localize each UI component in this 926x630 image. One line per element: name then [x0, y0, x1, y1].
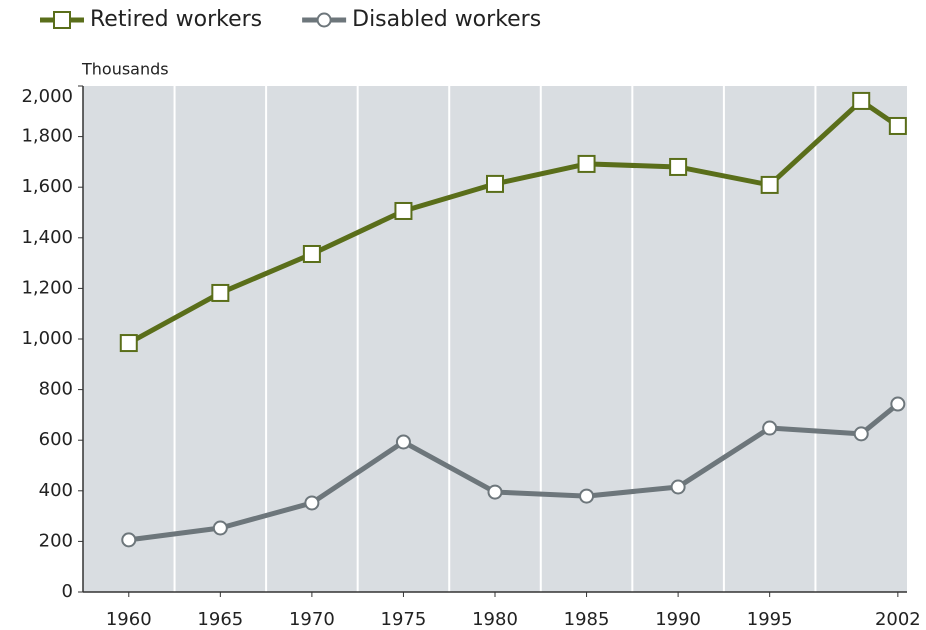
marker — [395, 434, 411, 450]
x-tick-label: 2002 — [875, 609, 921, 630]
marker — [670, 479, 686, 495]
y-tick-label: 1,000 — [21, 328, 73, 349]
y-tick-label: 1,400 — [21, 227, 73, 248]
marker — [119, 334, 138, 353]
marker — [394, 201, 413, 220]
y-tick-label: 800 — [39, 379, 73, 400]
marker — [121, 532, 137, 548]
x-tick-label: 1990 — [655, 609, 701, 630]
marker — [304, 495, 320, 511]
legend-label: Disabled workers — [352, 7, 541, 32]
y-tick-label: 1,600 — [21, 176, 73, 197]
marker — [577, 154, 596, 173]
x-tick-label: 1965 — [197, 609, 243, 630]
marker — [212, 520, 228, 536]
legend-label: Retired workers — [90, 7, 262, 32]
y-tick-label: 2,000 — [21, 86, 73, 107]
marker — [487, 484, 503, 500]
marker — [888, 116, 907, 135]
y-tick-label: 200 — [39, 530, 73, 551]
y-tick-label: 600 — [39, 429, 73, 450]
y-tick-label: 0 — [62, 581, 73, 602]
plot-area — [83, 86, 907, 592]
marker — [890, 396, 906, 412]
legend-marker — [316, 12, 332, 28]
marker — [760, 175, 779, 194]
legend-marker — [53, 11, 71, 29]
y-axis-label: Thousands — [81, 60, 169, 79]
series-line — [128, 402, 900, 543]
y-tick-label: 1,200 — [21, 277, 73, 298]
series-line — [127, 98, 900, 346]
x-tick-label: 1975 — [381, 609, 427, 630]
marker — [669, 157, 688, 176]
marker — [302, 244, 321, 263]
y-tick-label: 1,800 — [21, 126, 73, 147]
x-tick-label: 1985 — [564, 609, 610, 630]
x-tick-label: 1980 — [472, 609, 518, 630]
marker — [852, 91, 871, 110]
marker — [762, 420, 778, 436]
marker — [579, 488, 595, 504]
y-tick-label: 400 — [39, 480, 73, 501]
x-tick-label: 1970 — [289, 609, 335, 630]
marker — [211, 283, 230, 302]
marker — [853, 426, 869, 442]
x-tick-label: 1995 — [747, 609, 793, 630]
marker — [486, 174, 504, 193]
x-tick-label: 1960 — [106, 609, 152, 630]
